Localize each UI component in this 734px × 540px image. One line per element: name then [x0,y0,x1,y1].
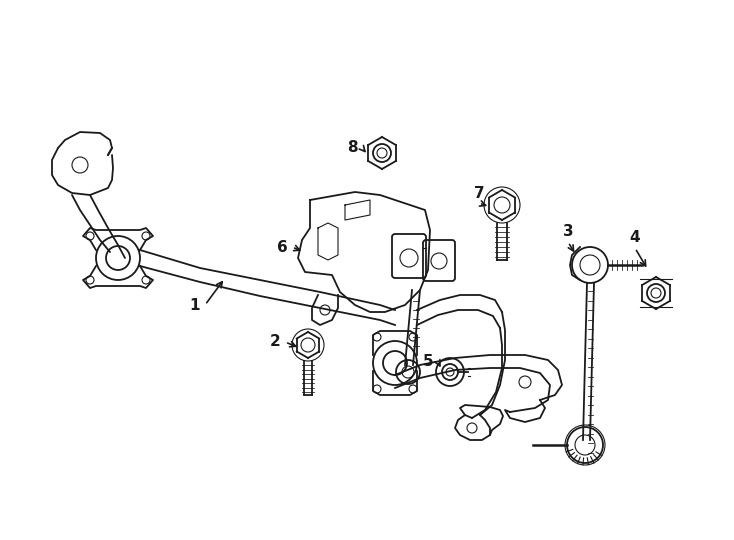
Text: 2: 2 [269,334,280,349]
Text: 4: 4 [630,231,640,246]
Text: 1: 1 [190,298,200,313]
Text: 6: 6 [277,240,288,254]
Text: 3: 3 [563,225,573,240]
Text: 7: 7 [473,186,484,200]
Text: 5: 5 [423,354,433,369]
Text: 8: 8 [346,140,357,156]
